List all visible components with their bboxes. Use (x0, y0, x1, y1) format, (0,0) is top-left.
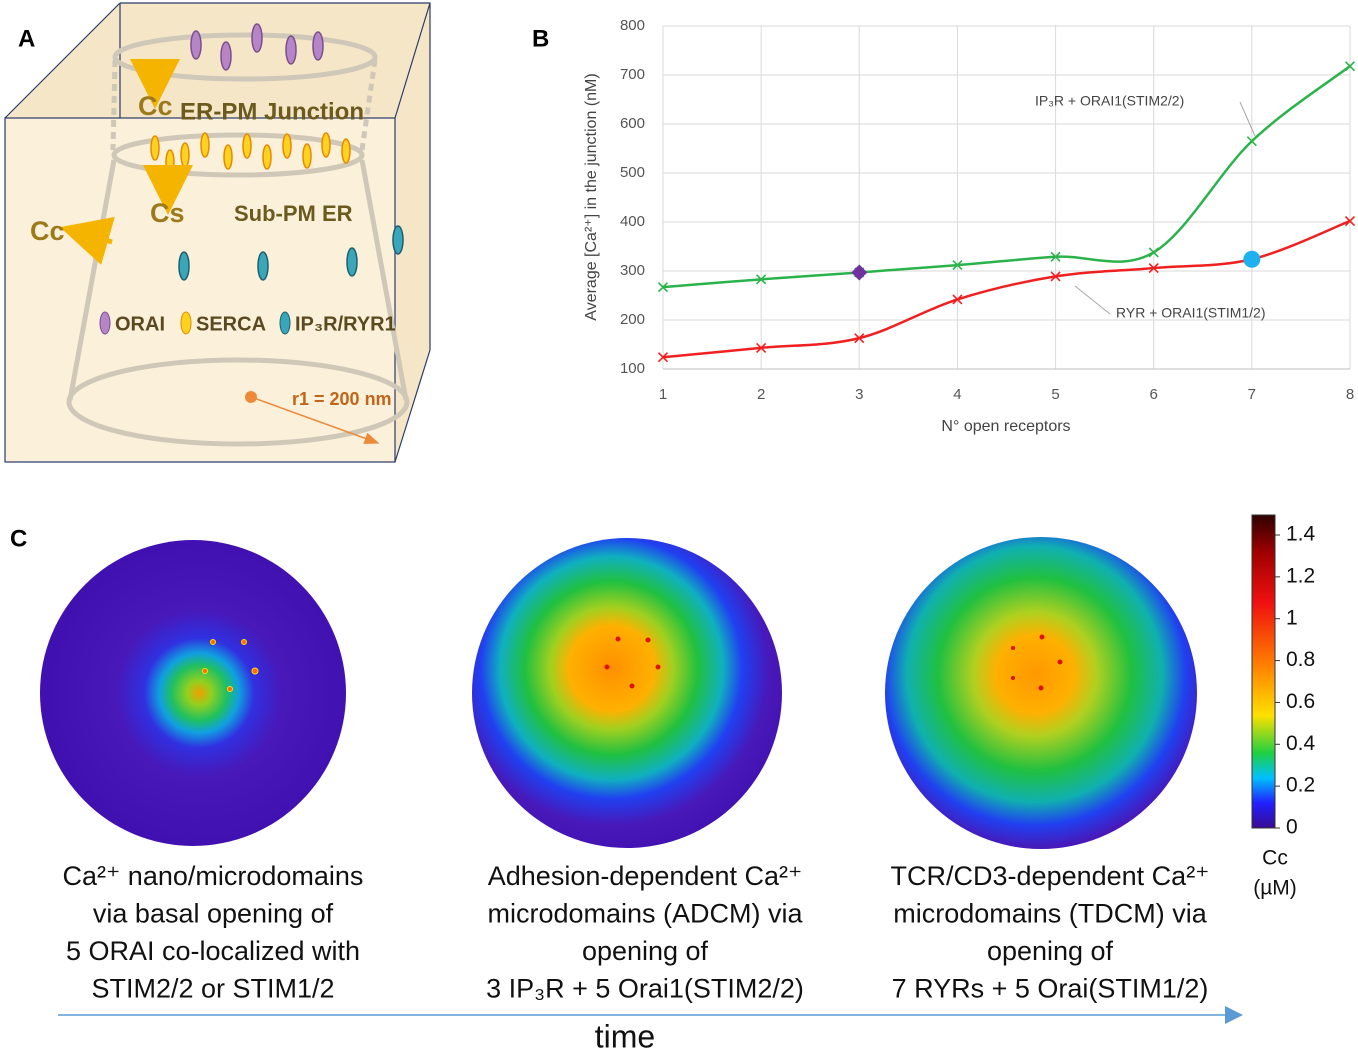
colorbar-tick-label: 0.4 (1286, 732, 1316, 755)
panel-label: A (18, 25, 35, 52)
y-tick-label: 200 (620, 311, 645, 328)
x-tick-label: 3 (855, 386, 863, 403)
point-marker (854, 333, 865, 344)
flux-arrows (59, 59, 193, 265)
y-tick-label: 100 (620, 360, 645, 377)
legend-label: SERCA (196, 313, 266, 335)
caption-line: microdomains (TDCM) via (893, 899, 1208, 929)
flux-label: Cc (30, 216, 65, 246)
point-marker (657, 282, 669, 293)
legend-label: ORAI (115, 313, 165, 335)
point-marker (952, 260, 963, 271)
colorbar-tick-label: 1.4 (1286, 523, 1316, 546)
heatmap-disk (885, 537, 1197, 849)
legend-symbol (99, 311, 111, 335)
y-tick-label: 400 (620, 213, 645, 230)
flux-label: Cs (150, 198, 185, 228)
y-tick-label: 700 (620, 66, 645, 83)
caption-line: Ca²⁺ nano/microdomains (63, 861, 364, 891)
series-label: IP₃R + ORAI1(STIM2/2) (1035, 93, 1184, 109)
colorbar-tick-label: 0 (1286, 816, 1298, 839)
highlight-marker (851, 264, 868, 281)
caption-line: opening of (582, 936, 709, 966)
x-tick-label: 6 (1150, 386, 1158, 403)
time-label: time (595, 1018, 655, 1053)
point-marker (1050, 271, 1061, 282)
x-axis-label: N° open receptors (941, 418, 1070, 435)
panel-label: B (532, 25, 549, 52)
x-tick-label: 8 (1346, 386, 1354, 403)
point-marker (1246, 136, 1257, 147)
point-marker (952, 294, 963, 305)
y-tick-label: 300 (620, 262, 645, 279)
caption-line: via basal opening of (93, 899, 334, 929)
y-tick-label: 800 (620, 17, 645, 34)
radius-label: r1 = 200 nm (292, 389, 392, 409)
point-marker (1050, 251, 1061, 262)
point-marker (756, 274, 767, 285)
highlight-marker (1243, 250, 1261, 268)
channel-dots (202, 639, 259, 692)
panel-c: C time (10, 514, 1276, 1053)
colorbar (1251, 514, 1276, 829)
callout-line (1074, 285, 1111, 315)
point-marker (1344, 215, 1356, 227)
point-marker (1148, 262, 1159, 274)
cone (66, 32, 410, 447)
flux-label: Cc (138, 91, 173, 121)
panel-a: A Cc ER-PM Junction Cs Sub-PM ER Cc ORAI… (4, 2, 431, 463)
caption-line: 3 IP₃R + 5 Orai1(STIM2/2) (486, 974, 804, 1004)
colorbar-tick-label: 1 (1286, 606, 1298, 629)
caption-line: 7 RYRs + 5 Orai(STIM1/2) (892, 974, 1209, 1004)
orai-channels (190, 23, 324, 71)
region-label: Sub-PM ER (234, 201, 353, 226)
x-tick-label: 1 (659, 386, 667, 403)
x-tick-label: 5 (1051, 386, 1059, 403)
colorbar-title: Cc (1262, 847, 1288, 870)
x-tick-label: 4 (953, 386, 961, 403)
panel-label: C (10, 525, 27, 552)
colorbar-title: (µM) (1253, 877, 1297, 900)
legend-symbol (180, 311, 192, 335)
point-marker (756, 342, 767, 353)
legend-symbol (279, 311, 291, 335)
x-tick-label: 7 (1248, 386, 1256, 403)
caption-line: microdomains (ADCM) via (487, 899, 803, 929)
caption-line: 5 ORAI co-localized with (66, 936, 360, 966)
colorbar-tick-label: 0.2 (1286, 774, 1315, 797)
series-label: RYR + ORAI1(STIM1/2) (1116, 305, 1266, 321)
y-tick-label: 600 (620, 115, 645, 132)
x-tick-label: 2 (757, 386, 765, 403)
legend-label: IP₃R/RYR1 (295, 313, 396, 335)
caption-line: opening of (987, 936, 1114, 966)
y-axis-label: Average [Ca²⁺] in the junction (nM) (583, 73, 600, 320)
point-marker (657, 352, 669, 363)
y-tick-label: 500 (620, 164, 645, 181)
callout-line (1239, 101, 1256, 137)
channel-dots (604, 634, 1063, 691)
heatmap-disk (472, 538, 782, 848)
caption-line: Adhesion-dependent Ca²⁺ (488, 861, 802, 891)
colorbar-tick-label: 1.2 (1286, 564, 1315, 587)
region-label: ER-PM Junction (180, 98, 364, 125)
caption-line: TCR/CD3-dependent Ca²⁺ (891, 861, 1210, 891)
colorbar-tick-label: 0.6 (1286, 690, 1315, 713)
box-edges (4, 2, 431, 463)
point-marker (1344, 61, 1356, 72)
radius-arrow (250, 396, 380, 445)
point-marker (1148, 247, 1159, 258)
caption-line: STIM2/2 or STIM1/2 (91, 974, 334, 1004)
series-line (662, 219, 1351, 359)
heatmap-disk (40, 540, 346, 846)
colorbar-tick-label: 0.8 (1286, 648, 1315, 671)
